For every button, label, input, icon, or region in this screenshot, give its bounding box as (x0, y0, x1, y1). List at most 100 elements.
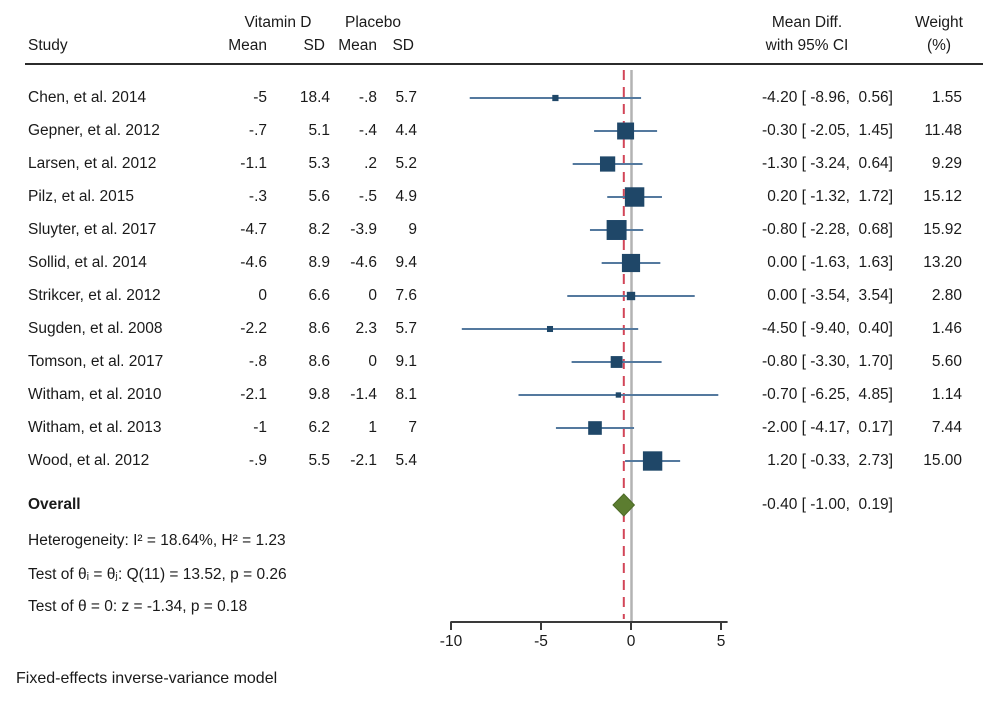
placebo-mean: 2.3 (355, 320, 377, 337)
weight-value: 9.29 (931, 155, 962, 172)
x-axis-tick-label: 0 (626, 633, 636, 650)
study-label: Wood, et al. 2012 (28, 452, 150, 469)
study-label: Pilz, et al. 2015 (28, 188, 134, 205)
effect-square (606, 220, 627, 240)
effect-square (624, 187, 645, 207)
overall-diamond (612, 493, 636, 517)
study-label: Sluyter, et al. 2017 (28, 221, 157, 238)
mean-diff-ci-text: 1.20 [ -0.33, 2.73] (767, 452, 893, 469)
vitamin-d-mean: 0 (258, 287, 267, 304)
mean-diff-ci-text: 0.20 [ -1.32, 1.72] (767, 188, 893, 205)
placebo-sd: 7.6 (395, 287, 417, 304)
mean-diff-ci-text: -0.80 [ -3.30, 1.70] (762, 353, 893, 370)
mean-diff-ci-text: -0.70 [ -6.25, 4.85] (762, 386, 893, 403)
study-label: Larsen, et al. 2012 (28, 155, 157, 172)
column-header-pl-mean: Mean (338, 37, 377, 54)
mean-diff-ci-text: -0.30 [ -2.05, 1.45] (762, 122, 893, 139)
placebo-sd: 9 (408, 221, 417, 238)
placebo-mean: 0 (368, 353, 377, 370)
vitamin-d-sd: 5.5 (308, 452, 330, 469)
placebo-mean: -3.9 (350, 221, 377, 238)
effect-square (626, 291, 636, 301)
placebo-sd: 4.9 (395, 188, 417, 205)
placebo-mean: 1 (368, 419, 377, 436)
overall-ci-text: -0.40 [ -1.00, 0.19] (762, 496, 893, 513)
mean-diff-ci-text: -4.20 [ -8.96, 0.56] (762, 89, 893, 106)
weight-value: 2.80 (931, 287, 962, 304)
effect-square (617, 122, 635, 140)
vitamin-d-sd: 8.6 (308, 320, 330, 337)
study-label: Gepner, et al. 2012 (28, 122, 160, 139)
placebo-mean: 0 (368, 287, 377, 304)
study-label: Witham, et al. 2013 (28, 419, 162, 436)
placebo-mean: -2.1 (350, 452, 377, 469)
vitamin-d-sd: 6.2 (308, 419, 330, 436)
vitamin-d-mean: -.3 (248, 188, 267, 205)
header-divider (25, 63, 983, 65)
column-header-weight-pct: (%) (926, 37, 952, 54)
effect-square (599, 156, 616, 172)
column-group-vitamin-d: Vitamin D (244, 14, 312, 31)
placebo-sd: 4.4 (395, 122, 417, 139)
vitamin-d-sd: 5.1 (308, 122, 330, 139)
effect-square (621, 253, 641, 273)
vitamin-d-mean: -.7 (248, 122, 267, 139)
vitamin-d-mean: -1 (253, 419, 267, 436)
placebo-mean: -.4 (358, 122, 377, 139)
study-label: Sollid, et al. 2014 (28, 254, 147, 271)
vitamin-d-mean: -4.7 (240, 221, 267, 238)
placebo-sd: 5.2 (395, 155, 417, 172)
vitamin-d-sd: 5.6 (308, 188, 330, 205)
study-label: Tomson, et al. 2017 (28, 353, 164, 370)
study-label: Chen, et al. 2014 (28, 89, 147, 106)
overall-label: Overall (28, 496, 81, 513)
weight-value: 15.12 (923, 188, 962, 205)
vitamin-d-mean: -.9 (248, 452, 267, 469)
x-axis-tick-label: -5 (534, 633, 548, 650)
x-axis-tick-label: -10 (439, 633, 463, 650)
effect-square (588, 421, 602, 435)
placebo-sd: 9.1 (395, 353, 417, 370)
mean-diff-ci-text: -4.50 [ -9.40, 0.40] (762, 320, 893, 337)
column-header-study: Study (28, 37, 68, 54)
weight-value: 1.46 (931, 320, 962, 337)
column-header-vd-sd: SD (303, 37, 325, 54)
placebo-mean: -.8 (358, 89, 377, 106)
vitamin-d-mean: -.8 (248, 353, 267, 370)
placebo-sd: 5.7 (395, 320, 417, 337)
placebo-sd: 5.7 (395, 89, 417, 106)
vitamin-d-sd: 8.2 (308, 221, 330, 238)
vitamin-d-mean: -1.1 (240, 155, 267, 172)
placebo-mean: -.5 (358, 188, 377, 205)
vitamin-d-sd: 9.8 (308, 386, 330, 403)
weight-value: 15.00 (923, 452, 962, 469)
vitamin-d-mean: -2.1 (240, 386, 267, 403)
vitamin-d-sd: 6.6 (308, 287, 330, 304)
vitamin-d-sd: 5.3 (308, 155, 330, 172)
weight-value: 11.48 (924, 122, 962, 139)
effect-square (552, 94, 559, 102)
homogeneity-test: Test of θᵢ = θⱼ: Q(11) = 13.52, p = 0.26 (28, 566, 287, 583)
column-header-weight: Weight (915, 14, 963, 31)
study-label: Strikcer, et al. 2012 (28, 287, 161, 304)
placebo-sd: 7 (408, 419, 417, 436)
mean-diff-ci-text: -1.30 [ -3.24, 0.64] (762, 155, 893, 172)
column-header-vd-mean: Mean (228, 37, 267, 54)
weight-value: 1.55 (931, 89, 962, 106)
mean-diff-ci-text: -2.00 [ -4.17, 0.17] (762, 419, 893, 436)
vitamin-d-mean: -5 (253, 89, 267, 106)
effect-square (546, 325, 554, 333)
weight-value: 5.60 (931, 353, 962, 370)
vitamin-d-mean: -4.6 (240, 254, 267, 271)
placebo-mean: -4.6 (350, 254, 377, 271)
column-group-placebo: Placebo (344, 14, 401, 31)
placebo-mean: -1.4 (350, 386, 377, 403)
mean-diff-ci-text: -0.80 [ -2.28, 0.68] (762, 221, 893, 238)
placebo-sd: 9.4 (395, 254, 417, 271)
column-header-ci: with 95% CI (765, 37, 849, 54)
x-axis-tick-label: 5 (716, 633, 726, 650)
study-label: Sugden, et al. 2008 (28, 320, 163, 337)
column-header-mean-diff: Mean Diff. (771, 14, 843, 31)
heterogeneity-stats: Heterogeneity: I² = 18.64%, H² = 1.23 (28, 532, 286, 549)
